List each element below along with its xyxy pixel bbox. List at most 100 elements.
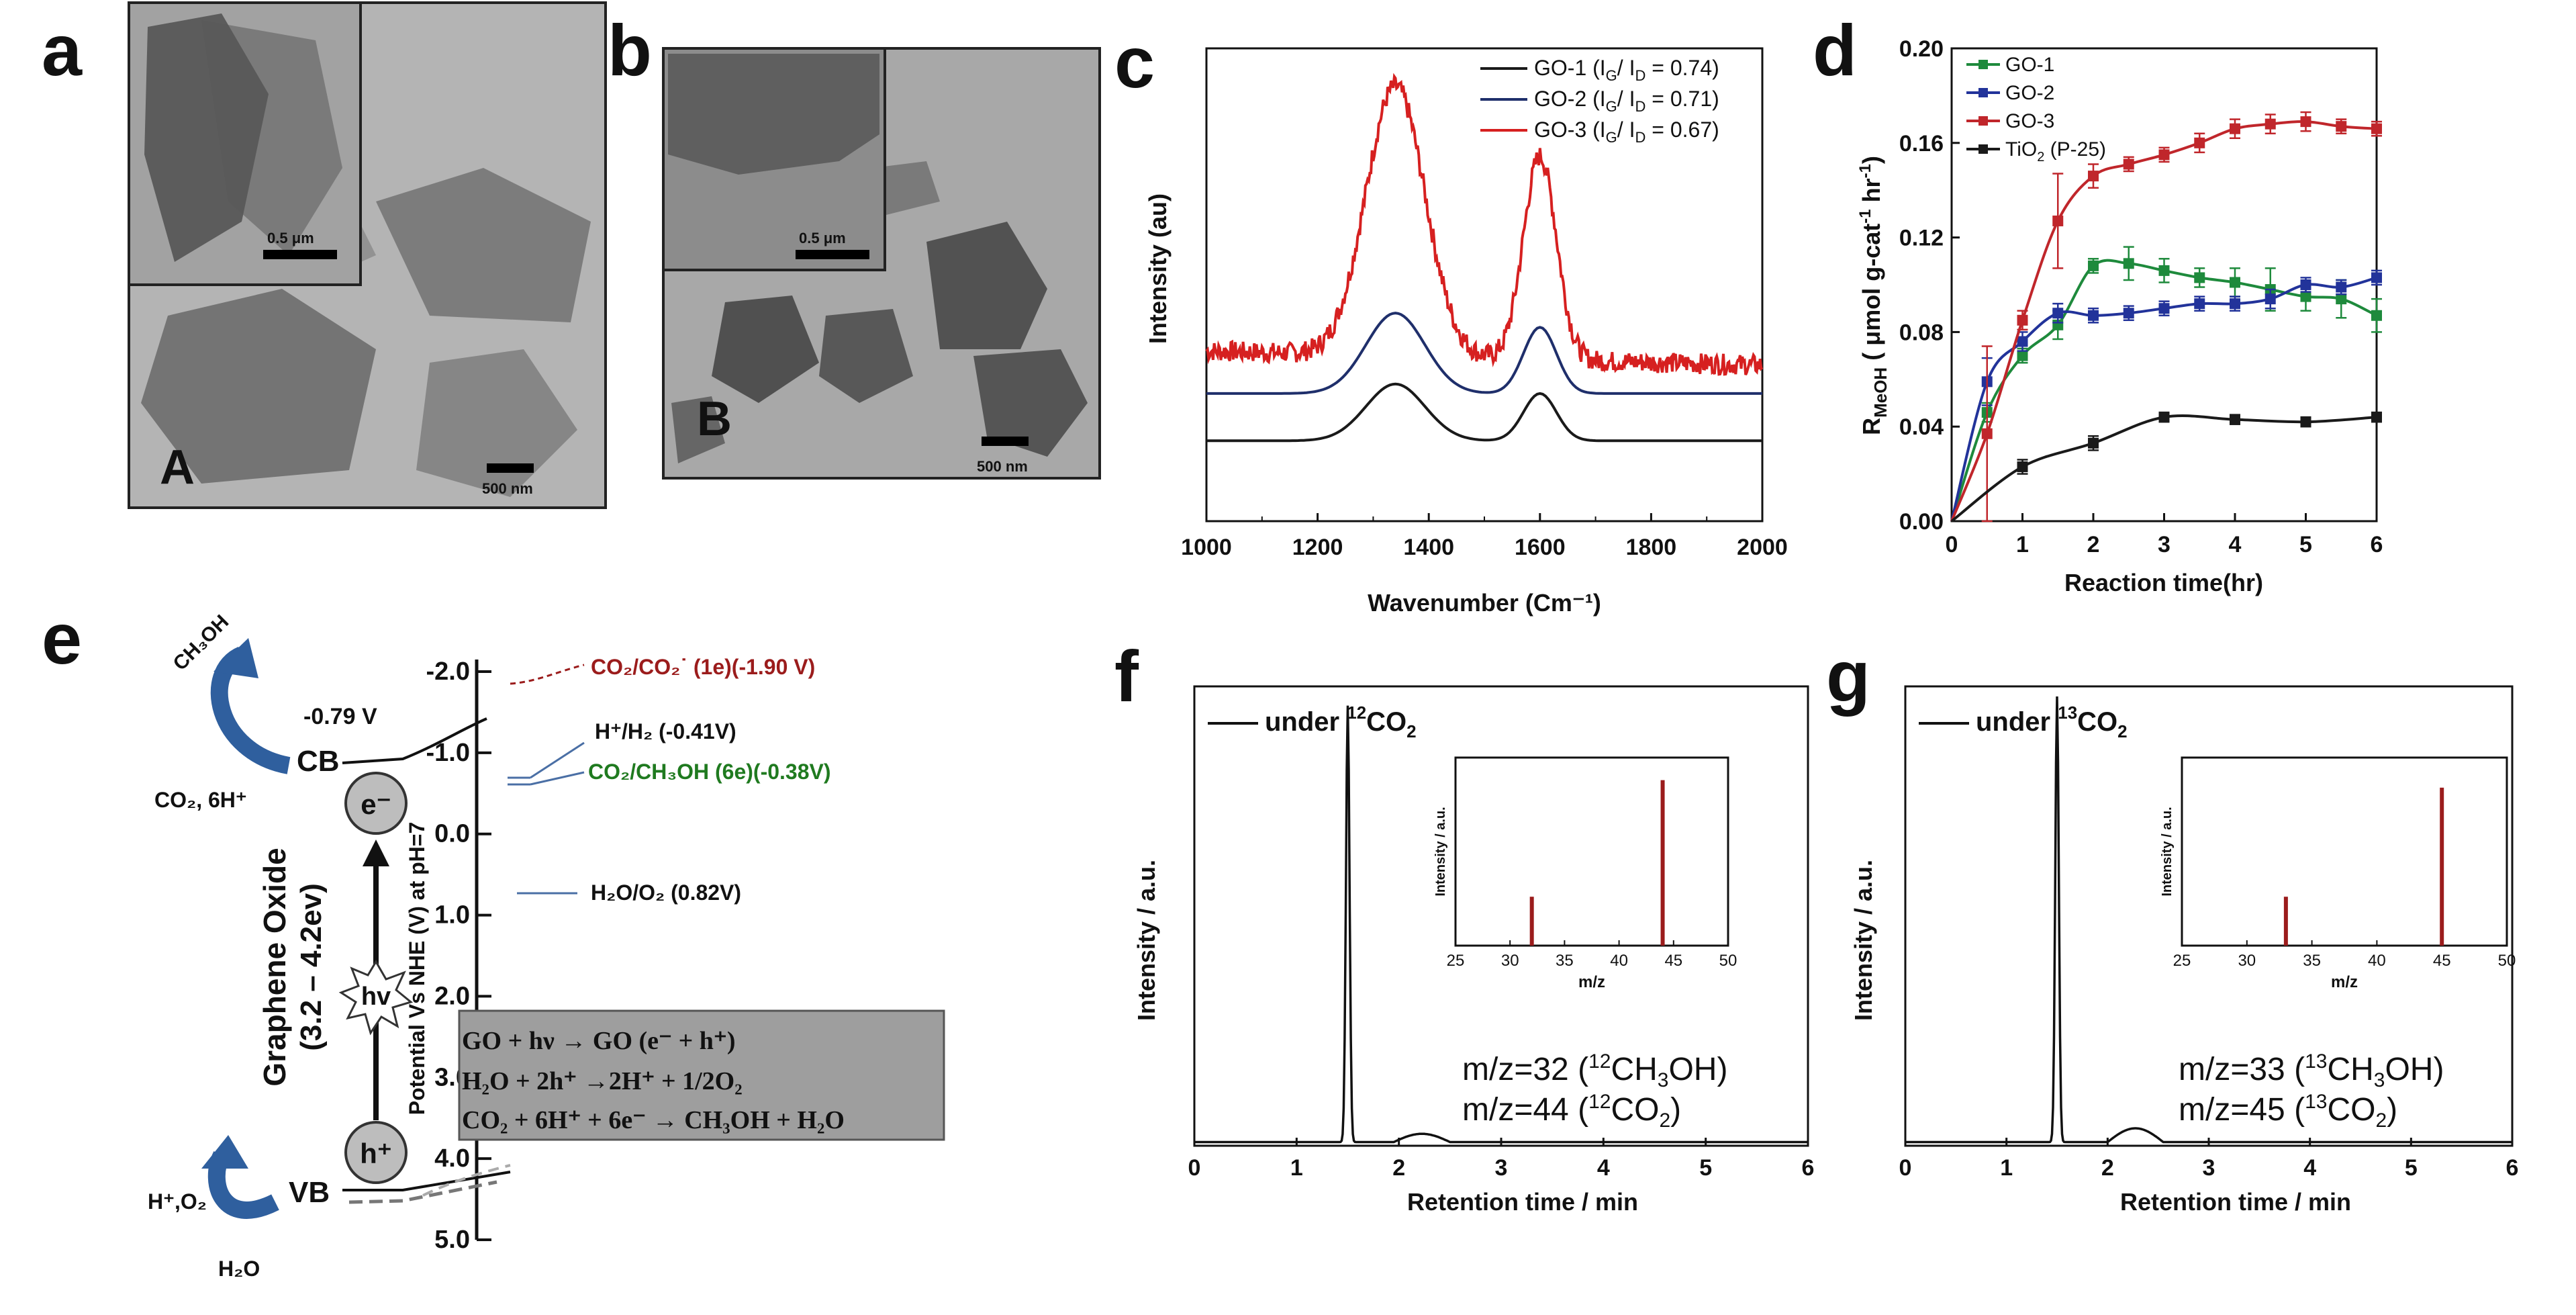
go-sheet xyxy=(712,296,819,403)
panel-label-g: g xyxy=(1826,635,1870,717)
c-legend-entry: GO-3 (IG/ ID = 0.67) xyxy=(1534,118,1719,146)
g-inset-bar xyxy=(2283,897,2288,946)
c-x-tick-label: 1000 xyxy=(1181,535,1232,560)
d-ylabel-units: ( μmol g-cat xyxy=(1858,224,1885,367)
g-ann1-post: OH) xyxy=(2385,1052,2444,1087)
f-x-tick-label: 6 xyxy=(1802,1155,1815,1181)
f-xlabel: Retention time / min xyxy=(1407,1188,1638,1216)
d-y-tick-label: 0.20 xyxy=(1899,36,1944,62)
g-ann1-sup: 13 xyxy=(2305,1050,2327,1073)
cb-potential-label: -0.79 V xyxy=(303,704,377,729)
f-legend-entry: under 12CO2 xyxy=(1265,702,1417,741)
f-inset-x-tick-label: 45 xyxy=(1664,952,1682,970)
redox-label-co2-co2: CO₂/CO₂˙ (1e)(-1.90 V) xyxy=(591,655,815,679)
g-x-tick-label: 5 xyxy=(2405,1155,2418,1181)
g-ann1-sub: 3 xyxy=(2374,1069,2385,1091)
g-inset-x-tick-label: 45 xyxy=(2433,952,2451,970)
vb-edge xyxy=(342,1171,511,1191)
redox-label-h2: H⁺/H₂ (-0.41V) xyxy=(595,719,736,743)
g-inset-frame xyxy=(2181,756,2508,947)
c-legend-ratio: (I xyxy=(1592,87,1606,111)
g-ann2-mid: CO xyxy=(2327,1092,2375,1128)
d-x-tick-label: 6 xyxy=(2371,532,2383,557)
go-sheet xyxy=(141,289,376,484)
reactant-top-label: CO₂, 6H⁺ xyxy=(154,788,247,812)
f-inset-frame xyxy=(1454,756,1729,947)
d-legend-sub: 2 xyxy=(2037,150,2044,165)
g-inset-x-tick-label: 35 xyxy=(2303,952,2321,970)
d-x-tick-label: 2 xyxy=(2087,532,2100,557)
f-legend-part: CO xyxy=(1366,707,1406,737)
f-ann2-pre: m/z=44 ( xyxy=(1462,1092,1588,1128)
d-data-point xyxy=(2230,298,2240,310)
c-legend-sub: G xyxy=(1606,67,1617,84)
f-legend-part: 12 xyxy=(1347,702,1366,723)
d-y-tick-label: 0.04 xyxy=(1899,414,1944,440)
vb-label: VB xyxy=(289,1176,330,1209)
go-sheet-inset xyxy=(201,20,342,255)
d-data-point xyxy=(2300,116,2311,128)
g-legend-entry: under 13CO2 xyxy=(1976,702,2128,741)
f-x-tick-label: 2 xyxy=(1392,1155,1405,1181)
g-x-tick-label: 6 xyxy=(2506,1155,2519,1181)
g-ann2-sub: 2 xyxy=(2375,1109,2387,1132)
d-data-point xyxy=(2123,158,2134,170)
d-legend-marker xyxy=(1978,60,1988,69)
go-sheet-inset xyxy=(668,54,879,175)
c-legend-ratio: (I xyxy=(1592,118,1606,142)
d-data-point xyxy=(2336,293,2347,305)
g-chromatogram-trace xyxy=(1905,696,2512,1144)
redox-line-co2-co2 xyxy=(510,664,585,685)
f-legend-part: under xyxy=(1265,707,1347,737)
c-legend-sub: G xyxy=(1606,129,1617,146)
d-data-point xyxy=(2371,310,2382,321)
c-legend-name: GO-2 xyxy=(1534,87,1592,111)
redox-line-h2-leader xyxy=(530,741,585,779)
panel-label-c: c xyxy=(1114,21,1155,103)
equation-1: GO + hν → GO (e⁻ + h⁺) xyxy=(462,1027,736,1055)
d-data-point xyxy=(2300,279,2311,290)
c-legend-entry: GO-1 (IG/ ID = 0.74) xyxy=(1534,56,1719,84)
g-legend-part: under xyxy=(1976,707,2058,737)
d-legend-entry: GO-2 xyxy=(2005,82,2054,104)
d-series-line xyxy=(1950,259,2377,522)
e-y-tick-label: 2.0 xyxy=(434,982,470,1010)
go-sheet xyxy=(819,309,913,403)
d-x-tick-label: 3 xyxy=(2158,532,2170,557)
f-inset-x-tick-label: 50 xyxy=(1719,952,1737,970)
potential-axis-title: Potential Vs NHE (V) at pH=7 xyxy=(405,822,429,1116)
d-data-point xyxy=(2158,412,2170,423)
c-x-tick-label: 2000 xyxy=(1737,535,1788,560)
go-sheet xyxy=(873,161,940,215)
c-legend-name: GO-3 xyxy=(1534,118,1592,142)
f-annotation-2: m/z=44 (12CO2) xyxy=(1462,1091,1681,1132)
f-ann2-sup: 12 xyxy=(1588,1091,1611,1113)
scale-bar xyxy=(796,250,869,259)
d-data-point xyxy=(2300,416,2311,428)
f-x-tick-label: 3 xyxy=(1495,1155,1508,1181)
d-legend-marker xyxy=(1978,116,1988,126)
excitation-arrowhead xyxy=(363,840,389,866)
f-x-tick-label: 0 xyxy=(1188,1155,1201,1181)
c-x-tick-label: 1800 xyxy=(1626,535,1677,560)
g-ylabel: Intensity / a.u. xyxy=(1850,860,1877,1021)
tem-image-a: 0.5 μm A 500 nm xyxy=(128,1,607,509)
equation-2: H₂O + 2h⁺ →2H⁺ + 1/2O₂ xyxy=(462,1067,743,1095)
d-data-point xyxy=(2088,171,2099,182)
c-ylabel: Intensity (au) xyxy=(1144,193,1172,344)
g-annotation-2: m/z=45 (13CO2) xyxy=(2179,1091,2397,1132)
d-data-point xyxy=(2123,308,2134,319)
d-x-tick-label: 1 xyxy=(2016,532,2029,557)
d-data-point xyxy=(2194,272,2205,283)
d-data-point xyxy=(2194,298,2205,310)
e-y-tick-label: -2.0 xyxy=(426,658,470,686)
scale-bar xyxy=(263,250,337,259)
g-annotation-1: m/z=33 (13CH3OH) xyxy=(2179,1050,2444,1091)
equation-3: CO₂ + 6H⁺ + 6e⁻ → CH₃OH + H₂O xyxy=(462,1106,845,1134)
d-series-line xyxy=(1950,120,2377,522)
c-legend-mid: / I xyxy=(1617,87,1635,111)
reduction-arrowhead xyxy=(213,638,258,678)
f-x-tick-label: 1 xyxy=(1290,1155,1303,1181)
d-legend-marker xyxy=(1978,88,1988,97)
